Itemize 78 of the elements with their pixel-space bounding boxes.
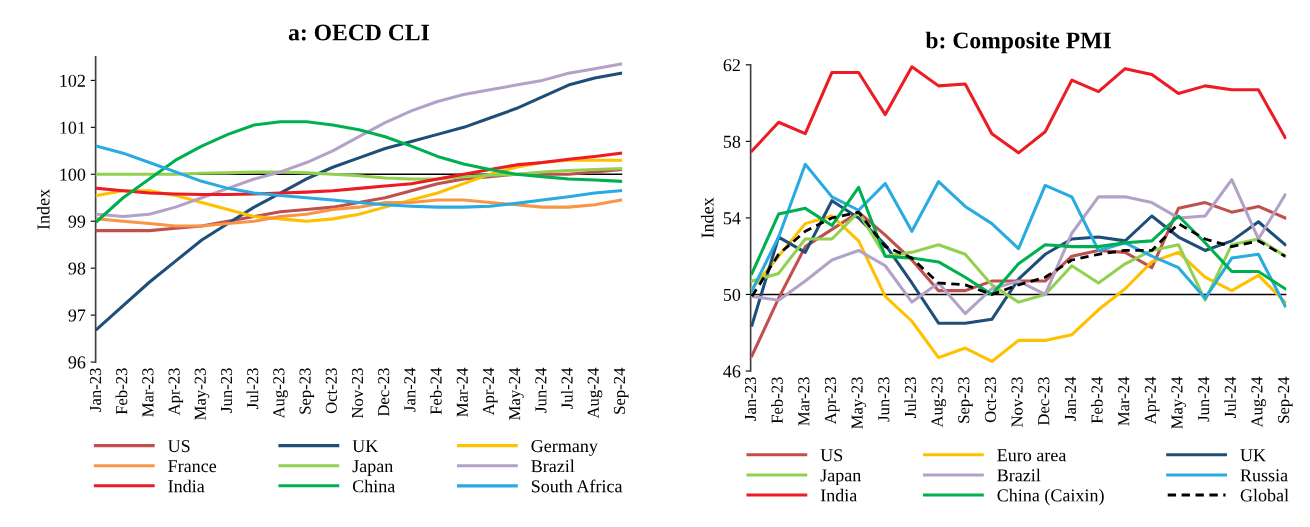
x-tick-label: May-23 (851, 377, 867, 429)
legend-label: UK (1240, 449, 1266, 462)
x-tick-label: Nov-23 (1011, 377, 1023, 427)
x-tick-label: Jul-23 (904, 377, 917, 418)
y-tick-label: 50 (723, 288, 741, 301)
y-axis-title: Index (36, 189, 50, 230)
legend-label: UK (352, 440, 379, 453)
x-tick-label: Jul-24 (560, 367, 573, 409)
y-tick-label: 102 (60, 74, 85, 87)
x-tick-label: Jun-23 (220, 368, 233, 413)
y-tick-label: 96 (68, 356, 86, 369)
x-tick-label: Aug-24 (587, 367, 603, 419)
x-tick-label: Mar-23 (798, 377, 810, 426)
line-series (750, 65, 1287, 155)
y-tick-label: 99 (68, 215, 86, 228)
x-tick-label: Aug-24 (1251, 376, 1266, 428)
y-tick-label: 100 (60, 168, 86, 181)
x-tick-label: Sep-24 (613, 367, 629, 414)
x-tick-label: Sep-24 (1278, 376, 1293, 423)
x-tick-label: May-24 (509, 367, 524, 420)
legend-label: China (352, 479, 396, 493)
x-tick-label: Mar-24 (456, 367, 468, 417)
legend-label: South Africa (531, 479, 623, 493)
legend-label: Japan (352, 460, 393, 476)
x-tick-label: Jul-23 (246, 368, 259, 409)
x-tick-label: Jan-23 (89, 368, 102, 412)
legend-label: Germany (531, 440, 598, 456)
legend-label: Euro area (997, 449, 1067, 462)
x-tick-label: Dec-23 (378, 368, 390, 417)
y-axis-title: Index (700, 197, 714, 238)
y-tick-label: 98 (68, 262, 86, 275)
x-tick-label: Sep-23 (958, 377, 973, 423)
x-tick-label: Apr-24 (482, 367, 498, 416)
x-tick-label: Mar-24 (1118, 376, 1130, 426)
x-tick-label: Jan-24 (404, 367, 416, 412)
legend-label: India (820, 488, 858, 502)
x-tick-label: Jun-23 (878, 377, 890, 422)
y-tick-label: 54 (723, 212, 741, 225)
x-tick-label: Jun-24 (1198, 376, 1210, 422)
x-tick-label: Oct-23 (984, 377, 997, 423)
x-tick-label: Feb-24 (429, 367, 442, 415)
x-tick-label: May-24 (1171, 376, 1187, 429)
legend-label: US (820, 449, 843, 462)
x-tick-label: Jan-23 (744, 377, 757, 421)
legend-label: US (168, 440, 190, 453)
legend-label: Brazil (531, 459, 575, 473)
x-tick-label: Nov-23 (351, 368, 364, 419)
x-tick-label: Mar-23 (142, 368, 154, 417)
y-tick-label: 58 (723, 135, 741, 148)
y-tick-label: 97 (68, 309, 86, 322)
x-tick-label: Jan-24 (1064, 376, 1077, 421)
x-tick-label: Feb-23 (771, 377, 783, 424)
chart-title: a: OECD CLI (288, 24, 429, 41)
x-tick-label: Feb-24 (1090, 376, 1103, 424)
y-tick-label: 46 (723, 365, 741, 378)
line-series (95, 198, 623, 228)
x-tick-label: Dec-23 (1038, 377, 1050, 426)
x-tick-label: Jun-24 (535, 367, 547, 413)
legend-label: Global (1240, 488, 1289, 502)
x-tick-label: Feb-23 (115, 368, 128, 415)
legend-label: India (168, 479, 205, 493)
legend-label: France (168, 460, 217, 473)
legend-label: Brazil (997, 468, 1041, 482)
y-tick-label: 101 (60, 121, 85, 134)
x-tick-label: Apr-23 (824, 377, 840, 425)
legend-label: Russia (1240, 469, 1288, 482)
x-tick-label: Aug-23 (931, 377, 947, 428)
x-tick-label: Sep-23 (299, 368, 315, 414)
chart-title: b: Composite PMI (925, 31, 1111, 54)
x-tick-label: Apr-23 (168, 368, 184, 416)
legend-label: Japan (820, 469, 862, 486)
x-tick-label: Apr-24 (1144, 376, 1160, 425)
x-tick-label: Aug-23 (273, 368, 288, 419)
x-tick-label: Oct-23 (325, 368, 337, 414)
y-tick-label: 62 (723, 59, 740, 72)
x-tick-label: Jul-24 (1224, 376, 1236, 418)
x-tick-label: May-23 (194, 368, 210, 420)
legend-label: China (Caixin) (997, 488, 1104, 506)
